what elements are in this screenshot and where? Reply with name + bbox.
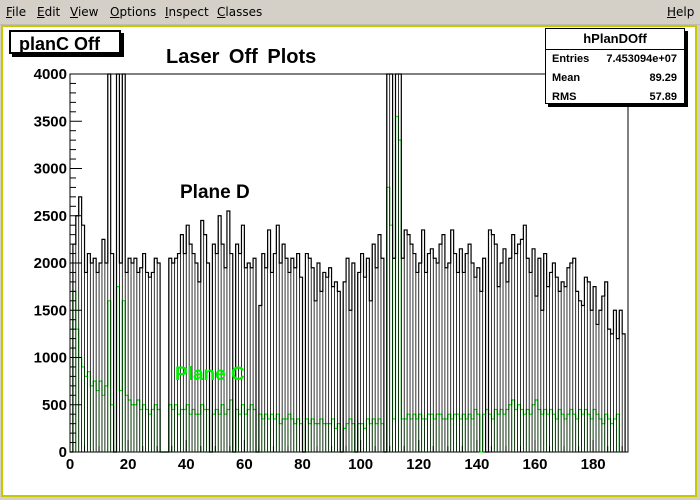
pad-title: planC Off (9, 30, 121, 54)
x-tick-label: 100 (348, 456, 373, 473)
menu-classes[interactable]: Classes (217, 5, 263, 19)
y-tick-label: 3500 (34, 113, 67, 130)
x-tick-label: 120 (406, 456, 431, 473)
menu-inspect[interactable]: Inspect (165, 5, 209, 19)
stats-row-rms: RMS 57.89 (546, 88, 684, 107)
stats-box[interactable]: hPlanDOff Entries 7.453094e+07 Mean 89.2… (545, 28, 685, 104)
y-tick-label: 4000 (34, 66, 67, 83)
stats-value: 7.453094e+07 (606, 53, 677, 65)
series-label-plane-c: Plane C (175, 364, 245, 385)
x-tick-label: 0 (66, 456, 74, 473)
x-tick-label: 40 (178, 456, 195, 473)
x-tick-label: 20 (120, 456, 137, 473)
y-tick-label: 0 (59, 444, 67, 461)
menu-view[interactable]: View (70, 5, 99, 19)
menu-bar: File Edit View Options Inspect Classes H… (0, 0, 700, 25)
stats-value: 57.89 (649, 91, 677, 103)
stats-row-mean: Mean 89.29 (546, 69, 684, 88)
series-plane-c-line (70, 115, 620, 453)
menu-file[interactable]: File (6, 5, 27, 19)
y-tick-label: 500 (42, 397, 67, 414)
y-tick-label: 2000 (34, 255, 67, 272)
stats-name: hPlanDOff (546, 29, 684, 50)
series-plane-d-line (70, 73, 626, 453)
y-tick-label: 3000 (34, 161, 67, 178)
plot-title: Laser Off Plots (166, 46, 317, 68)
x-tick-label: 60 (236, 456, 253, 473)
y-tick-label: 2500 (34, 208, 67, 225)
menu-edit[interactable]: Edit (37, 5, 61, 19)
x-tick-label: 160 (522, 456, 547, 473)
menu-options[interactable]: Options (110, 5, 157, 19)
menu-help[interactable]: Help (667, 5, 695, 19)
stats-key: Entries (552, 53, 590, 65)
y-tick-label: 1500 (34, 302, 67, 319)
x-tick-label: 140 (464, 456, 489, 473)
stats-key: Mean (552, 72, 581, 84)
stats-key: RMS (552, 91, 577, 103)
series-label-plane-d: Plane D (180, 182, 250, 203)
y-tick-label: 1000 (34, 350, 67, 367)
stats-row-entries: Entries 7.453094e+07 (546, 50, 684, 69)
x-tick-label: 80 (294, 456, 311, 473)
stats-value: 89.29 (649, 72, 677, 84)
x-tick-label: 180 (581, 456, 606, 473)
